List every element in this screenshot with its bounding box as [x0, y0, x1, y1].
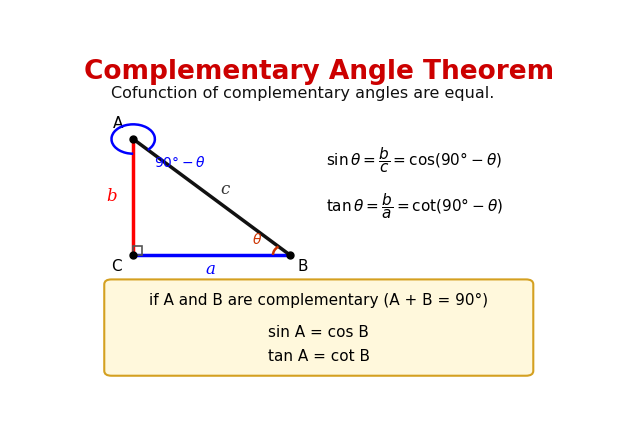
- Text: tan A = cot B: tan A = cot B: [268, 349, 369, 364]
- Text: $\sin\theta=\dfrac{b}{c}=\cos\!\left(90°-\theta\right)$: $\sin\theta=\dfrac{b}{c}=\cos\!\left(90°…: [326, 145, 502, 175]
- Text: C: C: [111, 259, 122, 274]
- Text: Complementary Angle Theorem: Complementary Angle Theorem: [84, 59, 554, 85]
- Text: B: B: [297, 259, 308, 274]
- Bar: [133, 246, 142, 255]
- Text: $\theta$: $\theta$: [252, 232, 262, 248]
- FancyBboxPatch shape: [75, 49, 562, 379]
- Text: $90°-\theta$: $90°-\theta$: [154, 155, 206, 170]
- Text: Cofunction of complementary angles are equal.: Cofunction of complementary angles are e…: [111, 86, 495, 101]
- Text: if A and B are complementary (A + B = 90°): if A and B are complementary (A + B = 90…: [149, 293, 488, 308]
- Text: c: c: [220, 181, 229, 198]
- FancyBboxPatch shape: [104, 279, 533, 376]
- Text: $\tan\theta=\dfrac{b}{a}=\cot\!\left(90°-\theta\right)$: $\tan\theta=\dfrac{b}{a}=\cot\!\left(90°…: [326, 191, 503, 221]
- Text: b: b: [106, 188, 118, 205]
- Text: a: a: [205, 262, 215, 279]
- Text: A: A: [113, 116, 124, 131]
- Text: sin A = cos B: sin A = cos B: [268, 325, 369, 340]
